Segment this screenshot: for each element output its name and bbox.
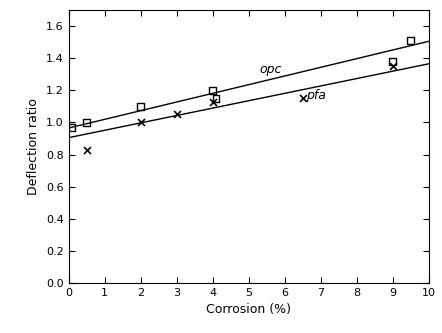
Point <box>137 120 144 125</box>
Point <box>83 147 90 153</box>
Point <box>213 96 220 101</box>
Text: pfa: pfa <box>306 90 326 103</box>
Point <box>407 38 414 43</box>
Point <box>137 104 144 109</box>
Point <box>173 112 180 117</box>
Point <box>389 64 396 69</box>
Point <box>209 88 216 93</box>
Point <box>299 96 306 101</box>
X-axis label: Corrosion (%): Corrosion (%) <box>206 303 291 316</box>
Point <box>389 59 396 64</box>
Point <box>69 125 76 130</box>
Point <box>83 120 90 125</box>
Y-axis label: Deflection ratio: Deflection ratio <box>27 98 40 195</box>
Text: opc: opc <box>259 63 282 76</box>
Point <box>209 99 216 104</box>
